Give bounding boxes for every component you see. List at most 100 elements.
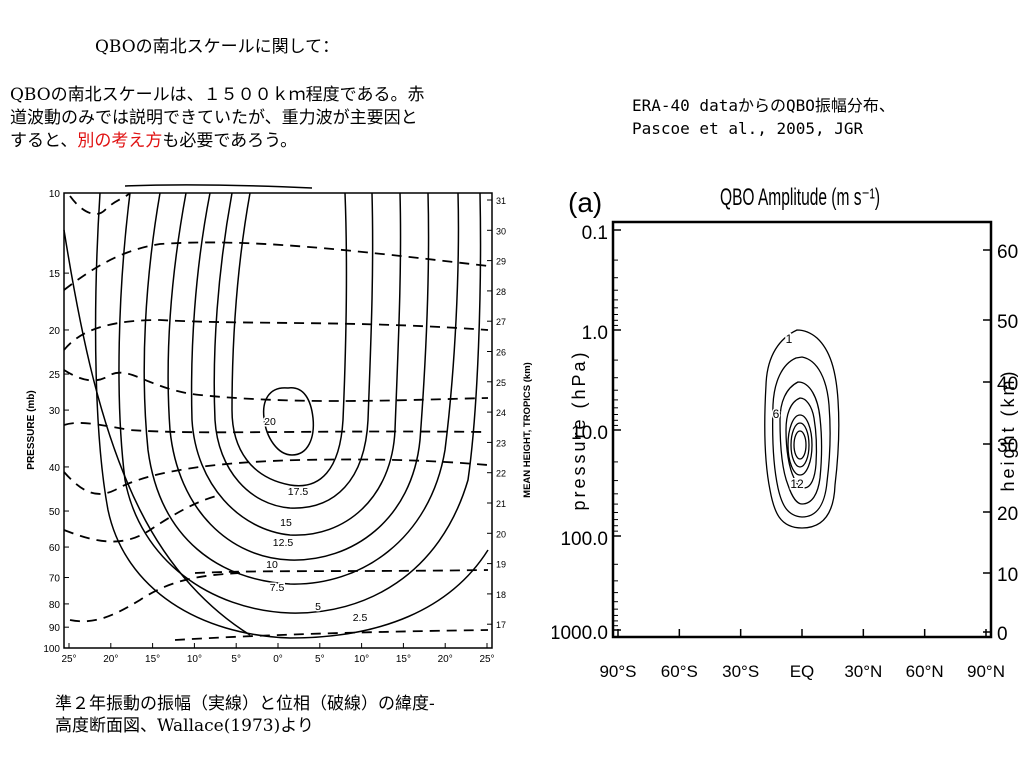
- right-y-tick-label: 19: [496, 560, 506, 570]
- contour-value-label: 7.5: [270, 582, 285, 594]
- phase-line-6: [63, 458, 489, 495]
- phase-line-5: [63, 422, 489, 434]
- x-tick-label: 10°: [354, 654, 369, 665]
- right-height-axis-title: height (km): [998, 368, 1018, 491]
- left-y-tick-label: 40: [49, 463, 61, 474]
- contour-12: [787, 414, 813, 476]
- pressure-tick-label: 1.0: [582, 323, 608, 344]
- phase-line-7: [63, 494, 221, 543]
- contour-c: [790, 422, 810, 468]
- phase-line-2: [63, 241, 489, 291]
- contour-value-label: 10: [266, 559, 278, 571]
- phase-line-3: [63, 319, 489, 351]
- pressure-tick-label: 0.1: [582, 223, 608, 244]
- right-y-tick-label: 28: [496, 287, 506, 297]
- pressure-tick-label: 100.0: [560, 529, 608, 550]
- right-y-axis-title: pressure (hPa): [569, 349, 589, 510]
- right-y-tick-label: 22: [496, 469, 506, 479]
- height-tick-label: 40: [997, 374, 1018, 395]
- left-y-axis-title: PRESSURE (mb): [26, 390, 37, 469]
- contour-value-label: 2.5: [353, 612, 368, 624]
- lat-tick-label: 60°N: [906, 662, 944, 681]
- contour-17-5: [231, 192, 348, 487]
- height-tick-label: 10: [997, 565, 1018, 586]
- caption-line-1: 準２年振動の振幅（実線）と位相（破線）の緯度-: [55, 694, 435, 714]
- reference-line-2: Pascoe et al., 2005, JGR: [632, 119, 864, 138]
- reference-line-1: ERA-40 dataからのQBO振幅分布、: [632, 96, 895, 115]
- left-axes: 10 15 20 25 30 40 50 60 70 80 90 100 31 30 29 28 27 26 25 2…: [43, 189, 506, 665]
- right-y-tick-label: 31: [496, 196, 506, 206]
- left-y-tick-label: 10: [49, 189, 61, 200]
- contour-20: [262, 387, 315, 456]
- phase-line-8: [194, 569, 489, 574]
- contour-b: [785, 397, 818, 489]
- contour-d: [793, 430, 807, 460]
- right-y-tick-label: 25: [496, 378, 506, 388]
- height-tick-label: 20: [997, 504, 1018, 525]
- contour-7-5: [143, 192, 460, 585]
- right-plot-frame: [611, 220, 993, 639]
- height-tick-label: 30: [997, 436, 1018, 457]
- contour-5: [118, 192, 482, 614]
- right-y-tick-label: 18: [496, 590, 506, 600]
- paragraph-line-3: すると、別の考え方も必要であろう。: [10, 130, 297, 152]
- right-y-tick-label: 23: [496, 438, 506, 448]
- right-chart-title: QBO Amplitude (m s⁻¹): [720, 184, 880, 211]
- left-y-tick-label: 15: [49, 269, 61, 280]
- contour-12-5: [190, 192, 402, 536]
- contour-value-label: 5: [315, 601, 321, 613]
- phase-line-4: [63, 369, 489, 402]
- lat-tick-label: EQ: [790, 662, 815, 681]
- highlight-another-approach: 別の考え方: [77, 131, 163, 151]
- height-tick-label: 0: [997, 624, 1008, 645]
- left-y-tick-label: 100: [43, 644, 60, 655]
- right-y-tick-label: 21: [496, 499, 506, 509]
- contour-6: [779, 381, 823, 505]
- contour-value-label: 12.5: [273, 537, 294, 549]
- x-tick-label: 5°: [315, 654, 325, 665]
- contour-value-label: 20: [264, 416, 276, 428]
- contour-value-label: 17.5: [288, 486, 309, 498]
- paragraph-line-3-start: すると、: [10, 131, 78, 151]
- caption-line-2: 高度断面図、Wallace(1973)より: [55, 716, 314, 736]
- era40-contours: [764, 329, 840, 529]
- left-y-tick-label: 80: [49, 600, 61, 611]
- height-tick-label: 50: [997, 312, 1018, 333]
- era40-qbo-amplitude-chart: (a) QBO Amplitude (m s⁻¹) 0.11.010.0100.…: [552, 184, 1018, 681]
- left-y-tick-label: 30: [49, 406, 61, 417]
- contour-a: [772, 356, 831, 518]
- left-contour-labels: 20 17.5 15 12.5 10 7.5 5 2.5: [263, 415, 369, 626]
- paragraph-line-3-end: も必要であろう。: [162, 131, 298, 151]
- lat-tick-label: 60°S: [661, 662, 698, 681]
- left-y-tick-label: 25: [49, 370, 61, 381]
- top-stroke: [124, 184, 313, 189]
- x-tick-label: 10°: [187, 654, 202, 665]
- x-tick-label: 0°: [273, 654, 283, 665]
- wallace-cross-section-chart: 10 15 20 25 30 40 50 60 70 80 90 100 31 30 29 28 27 26 25 2…: [26, 184, 533, 665]
- phase-line-10: [174, 629, 489, 641]
- contour-2-5: [94, 192, 489, 639]
- left-right-axis-title: MEAN HEIGHT, TROPICS (km): [522, 362, 533, 498]
- era40-contour-label: 12: [790, 477, 804, 491]
- lat-tick-label: 90°S: [599, 662, 636, 681]
- paragraph-line-1: QBOの南北スケールは、１５００ｋｍ程度である。赤: [10, 85, 425, 105]
- contour-1: [764, 329, 840, 529]
- x-tick-label: 15°: [396, 654, 411, 665]
- height-tick-label: 60: [997, 242, 1018, 263]
- era40-contour-label: 1: [786, 332, 793, 346]
- x-tick-label: 5°: [231, 654, 241, 665]
- lat-tick-label: 30°N: [844, 662, 882, 681]
- x-tick-label: 15°: [145, 654, 160, 665]
- contour-low-left: [63, 229, 251, 636]
- right-axes: 0.1 1.0 10.0 100.0 1000.0 60 50 40 30 20 10 0 90°S 60…: [552, 223, 1018, 681]
- left-y-tick-label: 50: [49, 507, 61, 518]
- phase-contours: [63, 192, 489, 641]
- contour-10: [167, 192, 430, 561]
- right-y-tick-label: 26: [496, 348, 506, 358]
- left-y-tick-label: 20: [49, 326, 61, 337]
- pressure-tick-label: 1000.0: [552, 623, 608, 644]
- panel-label: (a): [568, 187, 602, 218]
- right-y-tick-label: 17: [496, 620, 506, 630]
- phase-line-9: [69, 572, 241, 623]
